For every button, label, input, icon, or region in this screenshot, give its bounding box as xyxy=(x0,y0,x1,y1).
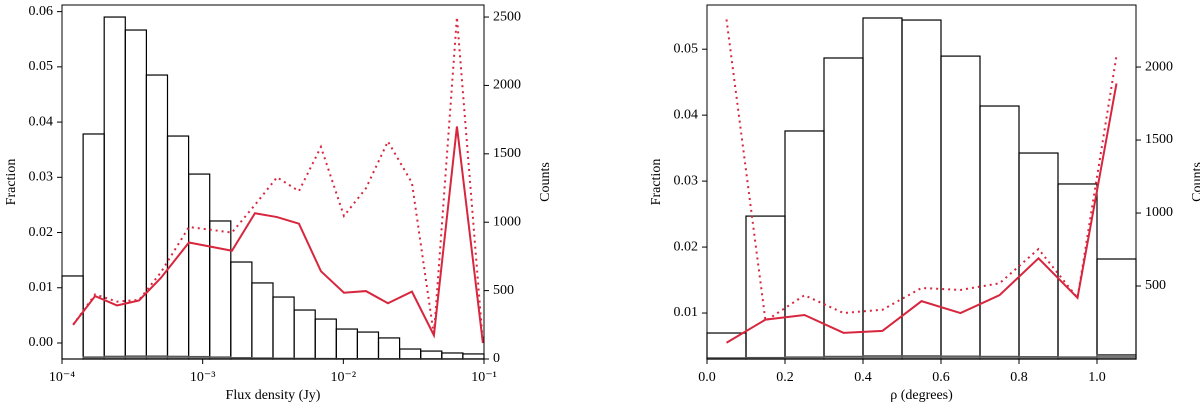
x-tick-label: 1.0 xyxy=(1088,370,1106,385)
histogram-bar xyxy=(823,57,864,360)
y-tick-label: 0.06 xyxy=(29,4,54,19)
y2-tick-label: 0 xyxy=(493,351,500,366)
histogram-bar xyxy=(745,215,786,360)
histogram-bar xyxy=(356,331,380,360)
y2-tick-label: 500 xyxy=(493,283,514,298)
histogram-bar xyxy=(706,332,747,360)
histogram-bar xyxy=(314,318,337,360)
axes-frame xyxy=(706,4,1137,360)
y-tick-label: 0.02 xyxy=(29,225,54,240)
y2-tick-label: 1000 xyxy=(493,214,521,229)
histogram-bar xyxy=(335,328,359,360)
y-axis-label: Fraction xyxy=(649,159,664,206)
histogram-bar xyxy=(103,16,126,360)
histogram-bar xyxy=(124,29,147,360)
x-tick-label: 0.4 xyxy=(854,370,872,385)
histogram-bar xyxy=(272,296,295,360)
axes-frame xyxy=(61,4,485,360)
histogram-bar xyxy=(1096,354,1137,360)
x-tick-label: 0.2 xyxy=(776,370,794,385)
y-tick-label: 0.04 xyxy=(29,114,54,129)
histogram-bar xyxy=(862,17,903,360)
x-axis-label: Flux density (Jy) xyxy=(226,388,321,403)
x-tick-label: 10⁻³ xyxy=(190,370,216,385)
line-series xyxy=(72,17,484,344)
histogram-bar xyxy=(441,352,464,360)
histogram-bar xyxy=(145,74,169,360)
y2-tick-label: 500 xyxy=(1145,278,1166,293)
histogram-bar xyxy=(901,19,942,360)
x-tick-label: 0.8 xyxy=(1010,370,1028,385)
histogram-bar xyxy=(462,353,485,360)
y-axis-label: Fraction xyxy=(4,159,19,206)
y-tick-label: 0.01 xyxy=(674,305,699,320)
histogram-bar xyxy=(1096,258,1137,360)
histogram-bar xyxy=(251,282,274,360)
y-tick-label: 0.03 xyxy=(29,170,54,185)
histogram-bar xyxy=(979,105,1020,360)
y-tick-label: 0.03 xyxy=(674,173,699,188)
y-tick-label: 0.01 xyxy=(29,280,54,295)
x-tick-label: 10⁻² xyxy=(331,370,357,385)
y2-tick-label: 2500 xyxy=(493,9,521,24)
x-tick-label: 0.0 xyxy=(698,370,716,385)
y2-tick-label: 1500 xyxy=(1145,132,1173,147)
histogram-bar xyxy=(209,220,232,360)
histogram-bar xyxy=(187,173,211,360)
y2-axis-label: Counts xyxy=(538,162,553,202)
y-tick-label: 0.00 xyxy=(29,335,54,350)
y-tick-label: 0.04 xyxy=(674,107,699,122)
histogram-bar xyxy=(230,261,253,360)
x-tick-label: 10⁻¹ xyxy=(471,370,497,385)
histogram-bar xyxy=(1057,183,1098,360)
y-tick-label: 0.05 xyxy=(29,59,54,74)
y2-tick-label: 2000 xyxy=(493,78,521,93)
histogram-bar xyxy=(784,130,825,360)
histogram-bar xyxy=(293,309,316,360)
x-tick-label: 0.6 xyxy=(932,370,950,385)
y-tick-label: 0.02 xyxy=(674,239,699,254)
y2-tick-label: 1500 xyxy=(493,146,521,161)
y-tick-label: 0.05 xyxy=(674,41,699,56)
histogram-bar xyxy=(399,348,422,360)
histogram-bar xyxy=(420,350,443,360)
y2-tick-label: 1000 xyxy=(1145,205,1173,220)
y2-axis-label: Counts xyxy=(1190,162,1200,202)
line-series xyxy=(72,126,484,344)
x-axis-label: ρ (degrees) xyxy=(890,388,953,403)
x-tick-label: 10⁻⁴ xyxy=(49,370,75,385)
histogram-bar xyxy=(1018,152,1059,360)
line-series xyxy=(725,83,1118,344)
histogram-bar xyxy=(82,133,105,360)
y2-tick-label: 2000 xyxy=(1145,59,1173,74)
histogram-bar xyxy=(377,337,401,360)
